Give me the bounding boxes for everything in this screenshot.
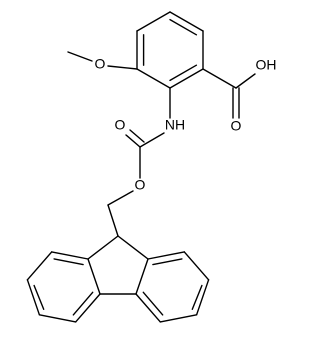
atom-label: O	[231, 118, 242, 134]
atom-label: O	[95, 56, 106, 72]
atom-label: O	[135, 177, 146, 193]
atom-label: OH	[256, 57, 277, 73]
structure-diagram: O OH O NH O O	[26, 11, 277, 323]
atom-label: NH	[165, 117, 185, 133]
bonds	[26, 11, 256, 323]
atom-label: O	[115, 117, 126, 133]
